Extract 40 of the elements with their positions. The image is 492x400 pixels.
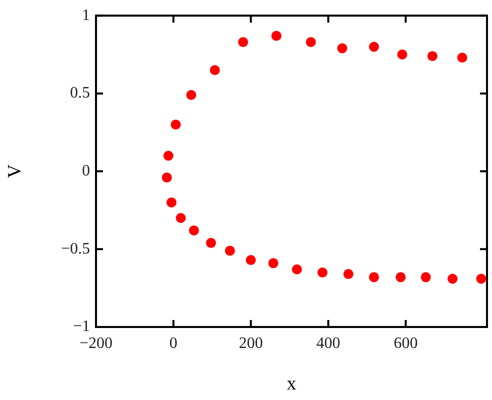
point xyxy=(186,90,196,100)
point xyxy=(368,42,379,52)
point xyxy=(163,150,174,161)
point xyxy=(337,43,348,54)
point xyxy=(271,30,282,41)
point xyxy=(420,272,431,282)
point xyxy=(166,197,176,208)
point xyxy=(396,272,406,282)
point xyxy=(317,268,328,278)
point xyxy=(397,50,408,60)
x-tick-label: −200 xyxy=(79,334,113,352)
x-axis-title: x xyxy=(286,374,297,395)
point xyxy=(368,272,379,282)
point xyxy=(448,274,458,284)
point xyxy=(306,37,316,48)
x-tick-label: 600 xyxy=(394,334,418,352)
point xyxy=(268,258,278,268)
y-tick-label: −0.5 xyxy=(60,240,90,258)
point xyxy=(176,213,186,224)
point xyxy=(188,225,199,236)
point xyxy=(292,264,302,274)
point xyxy=(476,274,486,284)
point xyxy=(170,120,181,130)
point xyxy=(206,238,216,248)
x-tick-label: 400 xyxy=(316,334,340,352)
y-tick-label: −1 xyxy=(72,318,90,336)
point xyxy=(224,246,235,256)
point xyxy=(343,269,354,280)
y-tick-label: 0 xyxy=(82,162,90,180)
x-tick-label: 200 xyxy=(238,334,263,352)
point xyxy=(427,51,438,62)
y-tick-label: 0.5 xyxy=(70,84,90,102)
x-tick-label: 0 xyxy=(169,334,178,352)
point xyxy=(162,172,172,183)
y-axis-title: V xyxy=(4,164,26,178)
y-tick-label: 1 xyxy=(82,6,90,24)
point xyxy=(210,65,220,76)
point xyxy=(246,255,256,266)
point xyxy=(238,37,248,48)
point xyxy=(457,52,468,63)
